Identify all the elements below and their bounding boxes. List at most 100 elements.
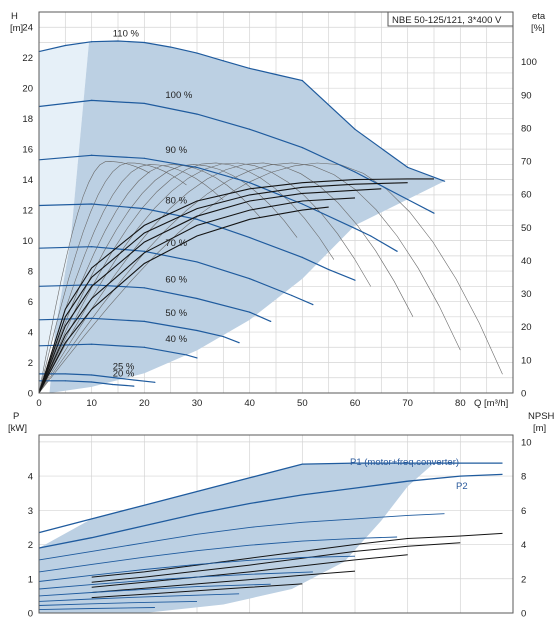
- power-envelope-region: [39, 463, 434, 613]
- power-tick-label: 4: [28, 472, 33, 483]
- speed-curve-point: [196, 357, 198, 359]
- p1-series-label: P1 (motor+freq.converter): [350, 457, 459, 468]
- speed-curve-point: [354, 279, 356, 281]
- eta-tick-label: 20: [521, 322, 532, 333]
- power-envelope: [39, 463, 434, 613]
- flow-tick-label: 60: [350, 398, 361, 409]
- speed-curve-point: [407, 166, 409, 169]
- title-box: [387, 11, 514, 27]
- speed-curve: [38, 40, 445, 182]
- speed-curve: [38, 284, 271, 322]
- power-axis-unit: [kW]: [8, 423, 27, 434]
- speed-curve-point: [143, 41, 145, 44]
- p2-series-label: P2: [456, 481, 468, 492]
- head-operating-envelope: [39, 40, 445, 394]
- speed-curve-point: [291, 294, 293, 297]
- flow-tick-label: 20: [139, 398, 150, 409]
- speed-curve: [39, 373, 155, 383]
- speed-curve-point: [64, 380, 66, 382]
- speed-curve-point: [91, 41, 93, 43]
- speed-curve-point: [91, 203, 93, 205]
- eta-tick-label: 80: [521, 123, 532, 134]
- speed-curve-point: [222, 60, 224, 62]
- speed-curve-point: [91, 381, 93, 383]
- power-tick-label: 2: [28, 540, 33, 551]
- power-tick-label: 1: [28, 574, 33, 585]
- iso-efficiency-curve: [38, 164, 224, 394]
- npsh-curve: [91, 554, 408, 588]
- speed-curve-point: [354, 171, 356, 173]
- speed-curve-point: [196, 218, 198, 220]
- speed-percent-label: 20 %: [113, 369, 135, 380]
- speed-curve-point: [312, 304, 314, 306]
- speed-curve-point: [249, 67, 251, 69]
- power-tick-label: 3: [28, 506, 33, 517]
- npsh-y-ticks: 0 2 4 6 8 10: [521, 437, 532, 619]
- speed-percent-label: 80 %: [165, 195, 187, 206]
- speed-curve-point: [91, 99, 93, 101]
- speed-curve-point: [328, 268, 330, 271]
- speed-curve-point: [249, 128, 251, 130]
- head-tick-label: 2: [28, 358, 33, 369]
- iso-efficiency-curve: [38, 164, 298, 394]
- speed-curve-point: [117, 40, 119, 42]
- eta-tick-label: 0: [521, 389, 526, 400]
- speed-curve-point: [275, 73, 277, 76]
- speed-curve-point: [91, 374, 93, 376]
- iso-efficiency-curve: [38, 162, 503, 394]
- speed-curve-point: [249, 311, 251, 313]
- power-curves: [38, 462, 503, 611]
- speed-curve-point: [396, 250, 398, 252]
- flow-axis-label: Q [m³/h]: [474, 398, 508, 409]
- head-tick-label: 22: [22, 53, 33, 64]
- npsh-tick-label: 0: [521, 609, 526, 620]
- npsh-tick-label: 10: [521, 437, 532, 448]
- speed-curve-point: [64, 373, 66, 375]
- speed-percent-label: 50 %: [165, 308, 187, 319]
- speed-curve-point: [143, 320, 145, 322]
- speed-curve: [38, 317, 240, 344]
- power-npsh-panel: 0 1 2 3 4 0 2 4 6 8 10 P [kW] NPSH [m] P1 (motor+…: [8, 411, 555, 620]
- npsh-tick-label: 2: [521, 574, 526, 585]
- efficiency-curve: [38, 206, 329, 394]
- eta-tick-label: 100: [521, 57, 537, 68]
- chart-title: NBE 50-125/121, 3*400 V: [392, 15, 502, 26]
- head-tick-label: 8: [28, 267, 33, 278]
- speed-curve-point: [433, 212, 435, 214]
- speed-curve-point: [301, 256, 303, 258]
- speed-power-curve: [38, 555, 356, 582]
- speed-power-curve: [38, 593, 240, 602]
- iso-efficiency-curve: [38, 164, 261, 394]
- head-axis-label: H: [11, 11, 18, 22]
- speed-curve-point: [249, 182, 251, 184]
- efficiency-curve: [38, 178, 434, 394]
- head-tick-label: 18: [22, 114, 33, 125]
- flow-x-ticks: 0 10 20 30 40 50 60 70 80: [36, 398, 465, 409]
- power-tick-label: 0: [28, 609, 33, 620]
- speed-curve-point: [91, 246, 93, 248]
- speed-curve-point: [301, 203, 303, 205]
- iso-efficiency-curve: [38, 162, 187, 394]
- npsh-curve: [91, 532, 503, 578]
- speed-percent-label: 60 %: [165, 275, 187, 286]
- npsh-tick-label: 6: [521, 506, 526, 517]
- power-axis-label: P: [13, 411, 19, 422]
- power-series-curve: [38, 473, 503, 549]
- iso-efficiency-curve: [38, 161, 150, 394]
- speed-curve-point: [112, 383, 114, 386]
- speed-curve-point: [64, 44, 66, 47]
- speed-curve-point: [91, 284, 93, 286]
- speed-curve-point: [170, 46, 172, 48]
- head-tick-label: 6: [28, 297, 33, 308]
- power-series-curve: [38, 462, 503, 534]
- speed-curve-point: [370, 235, 372, 237]
- speed-percent-label: 90 %: [165, 145, 187, 156]
- eta-tick-label: 90: [521, 90, 532, 101]
- npsh-tick-label: 8: [521, 472, 526, 483]
- speed-percent-labels: 110 % 100 % 90 % 80 % 70 % 60 % 50 % 40 % 25 %20…: [113, 28, 193, 379]
- eta-tick-label: 60: [521, 190, 532, 201]
- iso-efficiency-curve: [38, 162, 414, 394]
- speed-power-curve: [38, 607, 155, 611]
- speed-curve-point: [154, 381, 156, 383]
